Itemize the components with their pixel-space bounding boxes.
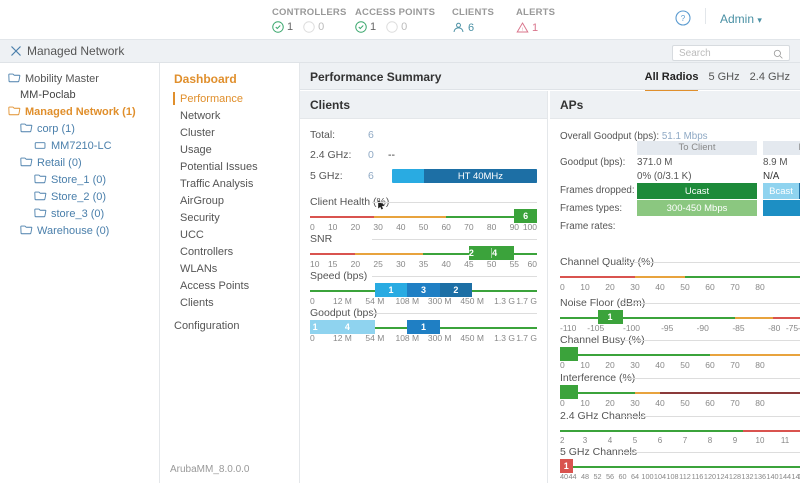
svg-text:!: ! [522,26,523,31]
svg-text:?: ? [681,14,686,23]
